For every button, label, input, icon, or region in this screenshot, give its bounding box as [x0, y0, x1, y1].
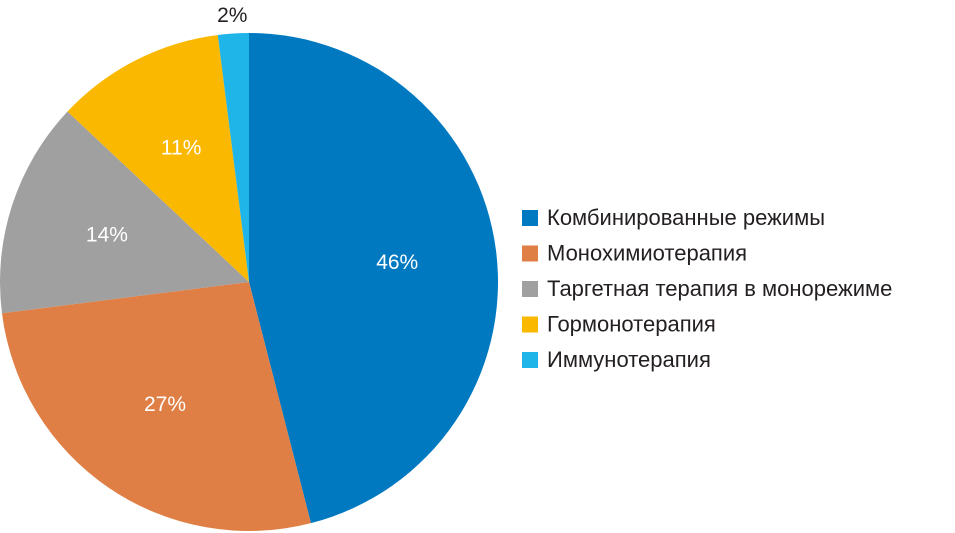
data-label-4: 11% [161, 136, 201, 159]
pie-slice-2 [1, 282, 311, 531]
pie-slice-3 [0, 111, 250, 314]
pie-slice-1 [249, 33, 498, 524]
legend-swatch-3 [522, 281, 538, 297]
legend-swatch-1 [522, 210, 538, 226]
data-label-1: 46% [376, 251, 418, 274]
pie-data-labels: 46% 27% 14% 11% 2% [86, 4, 418, 416]
legend-label-1: Комбинированные режимы [547, 205, 825, 230]
pie-slice-4 [67, 34, 249, 282]
legend: Комбинированные режимы Монохимиотерапия Та… [522, 205, 892, 372]
legend-label-5: Иммунотерапия [547, 347, 711, 372]
data-label-5: 2% [217, 4, 247, 27]
legend-swatch-2 [522, 245, 538, 262]
legend-swatch-5 [522, 352, 538, 368]
pie-slice-5 [217, 33, 249, 282]
data-label-3: 14% [86, 223, 128, 246]
pie-slices [0, 33, 498, 531]
legend-label-3: Таргетная терапия в монорежиме [547, 276, 892, 301]
legend-label-2: Монохимиотерапия [547, 240, 747, 265]
legend-label-4: Гормонотерапия [547, 311, 716, 336]
data-label-2: 27% [144, 393, 186, 416]
legend-swatch-4 [522, 316, 538, 333]
